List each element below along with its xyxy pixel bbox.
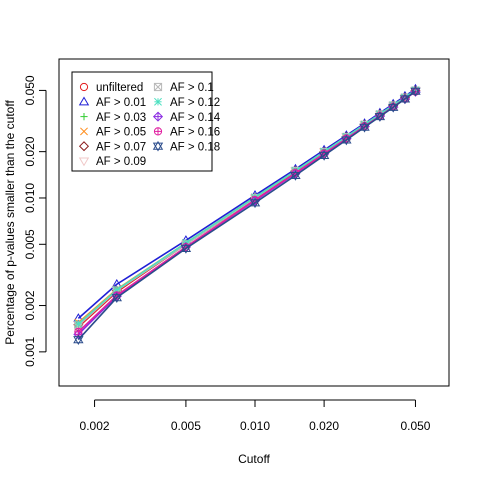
data-point-af-0-18 xyxy=(410,85,421,97)
legend: unfiltered AF > 0.01 AF > 0.03 AF > 0.05 AF … xyxy=(71,71,221,172)
y-tick-label: 0.020 xyxy=(23,136,37,166)
legend-marker-af-0-09 xyxy=(78,157,90,167)
legend-marker-af-0-14 xyxy=(152,111,164,122)
x-tick-label: 0.002 xyxy=(80,419,110,433)
data-point-af-0-18 xyxy=(388,102,399,113)
legend-marker-unfiltered xyxy=(79,82,89,92)
plot-frame xyxy=(58,58,450,387)
legend-item-af-0-05: AF > 0.05 xyxy=(80,127,146,139)
legend-item-af-0-03: AF > 0.03 xyxy=(80,112,146,124)
y-axis: 0.001 0.002 0.005 0.010 0.020 0.050 xyxy=(23,75,47,367)
legend-item-af-0-12: AF > 0.12 xyxy=(154,97,220,109)
legend-item-af-0-1: AF > 0.1 xyxy=(153,82,214,94)
legend-item-af-0-14: AF > 0.14 xyxy=(152,111,221,124)
legend-item-af-0-16: AF > 0.16 xyxy=(153,127,220,139)
y-tick-label: 0.010 xyxy=(23,183,37,213)
legend-item-af-0-01: AF > 0.01 xyxy=(78,96,146,109)
legend-marker-af-0-07 xyxy=(78,141,90,152)
legend-label-af-0-16: AF > 0.16 xyxy=(170,127,220,139)
data-point-af-0-18 xyxy=(359,121,370,133)
legend-marker-af-0-1 xyxy=(153,82,163,92)
data-point-af-0-18 xyxy=(111,292,122,303)
data-point-af-0-18 xyxy=(341,134,352,146)
legend-label-unfiltered: unfiltered xyxy=(96,82,143,94)
x-tick-label: 0.050 xyxy=(400,419,430,433)
data-point-af-0-12 xyxy=(74,319,83,328)
legend-marker-af-0-16 xyxy=(153,127,163,136)
legend-marker-af-0-05 xyxy=(80,127,88,136)
x-tick-label: 0.020 xyxy=(309,419,339,433)
x-axis: 0.002 0.005 0.010 0.020 0.050 xyxy=(80,399,431,433)
x-axis-label: Cutoff xyxy=(238,452,270,466)
series-af-0-18 xyxy=(73,85,421,345)
legend-item-af-0-07: AF > 0.07 xyxy=(78,141,146,153)
data-point-af-0-18 xyxy=(180,243,192,254)
x-tick-label: 0.010 xyxy=(240,419,270,433)
y-tick-label: 0.002 xyxy=(23,290,37,320)
data-point-af-0-18 xyxy=(399,93,411,105)
legend-item-af-0-18: AF > 0.18 xyxy=(152,140,220,153)
data-point-af-0-18 xyxy=(318,150,330,161)
x-tick-label: 0.005 xyxy=(171,419,201,433)
series-layer xyxy=(73,83,421,345)
data-point-af-0-18 xyxy=(73,334,84,345)
legend-label-af-0-01: AF > 0.01 xyxy=(96,97,146,109)
data-point-af-0-18 xyxy=(290,170,301,181)
y-tick-label: 0.001 xyxy=(23,337,37,367)
data-point-af-0-18 xyxy=(374,111,386,122)
legend-item-af-0-09: AF > 0.09 xyxy=(78,156,146,168)
legend-label-af-0-07: AF > 0.07 xyxy=(96,141,146,153)
legend-label-af-0-05: AF > 0.05 xyxy=(96,127,146,139)
legend-marker-af-0-12 xyxy=(154,97,162,106)
legend-label-af-0-14: AF > 0.14 xyxy=(170,112,221,124)
y-tick-label: 0.005 xyxy=(23,229,37,259)
legend-marker-af-0-03 xyxy=(80,113,88,121)
legend-label-af-0-12: AF > 0.12 xyxy=(170,97,220,109)
data-point-af-0-18 xyxy=(249,197,261,209)
y-axis-label: Percentage of p-values smaller than the … xyxy=(3,100,17,345)
data-point-af-0-16 xyxy=(74,327,83,336)
legend-box xyxy=(71,71,213,172)
legend-label-af-0-09: AF > 0.09 xyxy=(96,156,146,168)
legend-label-af-0-1: AF > 0.1 xyxy=(170,82,214,94)
y-tick-label: 0.050 xyxy=(23,75,37,105)
legend-item-unfiltered: unfiltered xyxy=(79,82,143,94)
legend-label-af-0-18: AF > 0.18 xyxy=(170,141,220,153)
legend-marker-af-0-18 xyxy=(152,140,164,152)
legend-marker-af-0-01 xyxy=(78,96,90,106)
legend-label-af-0-03: AF > 0.03 xyxy=(96,112,146,124)
